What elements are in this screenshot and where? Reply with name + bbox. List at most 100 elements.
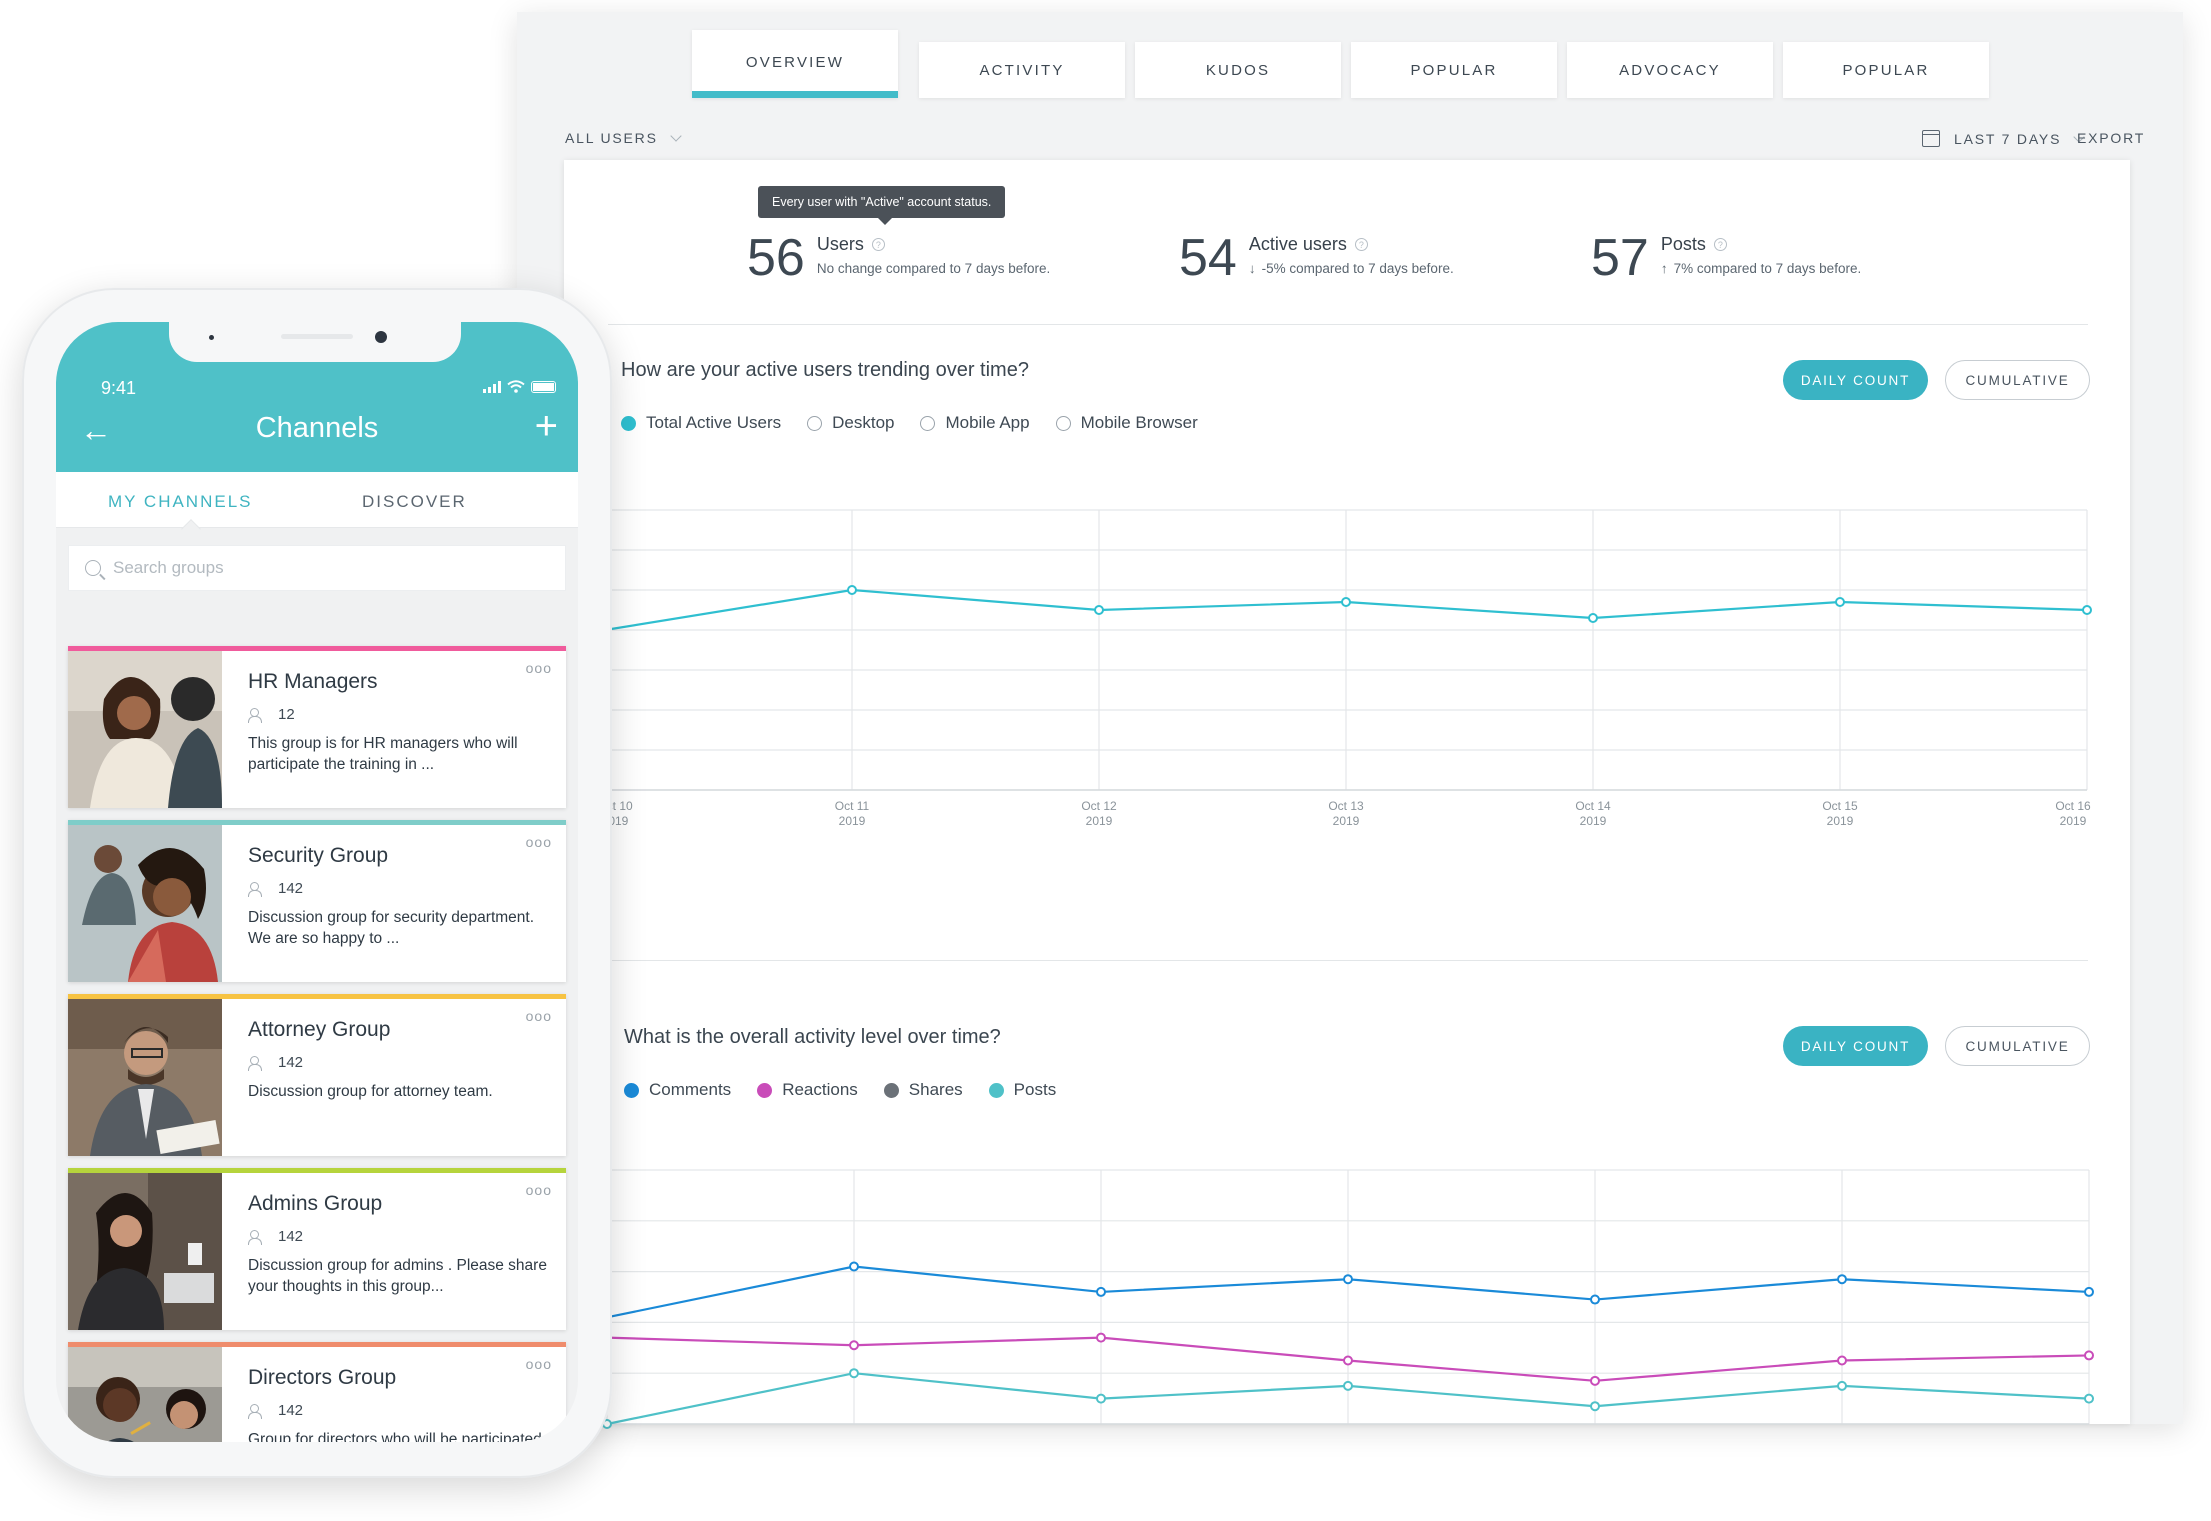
legend-dot-icon bbox=[988, 1082, 1004, 1098]
group-photo bbox=[68, 825, 222, 982]
legend-label: Posts bbox=[1013, 1080, 1057, 1099]
card-body: Attorney Group 142 Discussion group for … bbox=[248, 1018, 548, 1102]
stat-label: Posts bbox=[1660, 234, 1706, 254]
legend-shares[interactable]: Shares bbox=[883, 1080, 963, 1100]
data-point bbox=[1837, 1380, 1847, 1391]
group-name: Security Group bbox=[248, 844, 389, 867]
channel-tabs: MY CHANNELS DISCOVER bbox=[56, 472, 578, 528]
legend-mobile-browser[interactable]: Mobile Browser bbox=[1055, 413, 1198, 433]
tab-activity[interactable]: ACTIVITY bbox=[919, 42, 1125, 98]
legend-reactions[interactable]: Reactions bbox=[757, 1080, 858, 1100]
stat-label: Users bbox=[816, 234, 864, 254]
add-channel-icon[interactable]: + bbox=[534, 404, 558, 448]
card-color-stripe bbox=[68, 1168, 566, 1173]
app-title: Channels bbox=[255, 412, 379, 444]
data-point bbox=[849, 1368, 859, 1379]
group-description: Group for directors who will be particip… bbox=[248, 1431, 542, 1442]
speaker-grille bbox=[281, 334, 353, 339]
more-options-icon[interactable]: ooo bbox=[525, 1008, 552, 1024]
calendar-icon bbox=[1922, 130, 1940, 147]
legend-total-active-users[interactable]: Total Active Users bbox=[621, 413, 781, 433]
data-point bbox=[1837, 1355, 1847, 1366]
daily-count-button[interactable]: DAILY COUNT bbox=[1783, 1026, 1928, 1066]
group-photo bbox=[68, 999, 222, 1156]
chart1-title: How are your active users trending over … bbox=[621, 359, 1029, 381]
data-point bbox=[849, 1340, 859, 1351]
group-card-security[interactable]: ooo Security Group 142 Discussion group … bbox=[68, 820, 566, 982]
help-icon[interactable]: ? bbox=[1354, 238, 1368, 251]
member-row: 12 bbox=[248, 706, 548, 723]
cumulative-button[interactable]: CUMULATIVE bbox=[1945, 360, 2090, 400]
legend-dot-icon bbox=[624, 1082, 639, 1098]
date-range-dropdown[interactable]: LAST 7 DAYS bbox=[1922, 130, 2085, 147]
legend-dot-icon bbox=[757, 1082, 773, 1098]
x-tick-label: Oct 16 2019 bbox=[2055, 799, 2091, 828]
members-icon bbox=[248, 1403, 268, 1419]
data-point bbox=[2084, 1350, 2094, 1361]
group-card-attorney[interactable]: ooo Attorney Group 142 Discussion group … bbox=[68, 994, 566, 1156]
more-options-icon[interactable]: ooo bbox=[525, 834, 552, 850]
export-button[interactable]: EXPORT bbox=[2077, 130, 2145, 146]
data-point bbox=[1590, 1401, 1600, 1412]
data-point bbox=[1835, 597, 1845, 607]
status-time: 9:41 bbox=[101, 378, 137, 398]
search-input[interactable] bbox=[111, 557, 541, 579]
sensor-dot bbox=[209, 335, 214, 340]
legend-posts[interactable]: Posts bbox=[988, 1080, 1057, 1100]
daily-count-button[interactable]: DAILY COUNT bbox=[1783, 360, 1928, 400]
group-name: Directors Group bbox=[248, 1366, 397, 1389]
phone-notch bbox=[169, 322, 461, 362]
cumulative-button[interactable]: CUMULATIVE bbox=[1945, 1026, 2090, 1066]
users-tooltip: Every user with "Active" account status. bbox=[758, 186, 1006, 225]
search-icon bbox=[85, 560, 101, 576]
group-photo bbox=[68, 1347, 222, 1442]
tab-popular-2[interactable]: POPULAR bbox=[1783, 42, 1989, 98]
legend-comments[interactable]: Comments bbox=[624, 1080, 731, 1100]
member-count: 142 bbox=[278, 1228, 304, 1245]
camera-icon bbox=[375, 331, 387, 343]
radio-selected-icon bbox=[621, 415, 636, 431]
user-filter-dropdown[interactable]: ALL USERS bbox=[565, 130, 682, 146]
data-point bbox=[1590, 1375, 1600, 1386]
group-card-directors[interactable]: ooo Directors Group 142 Group for direct… bbox=[68, 1342, 566, 1442]
data-point bbox=[1590, 1294, 1600, 1305]
data-point bbox=[1837, 1274, 1847, 1285]
mobile-phone-mockup: 9:41 ← Channels + MY CHANNELS DISCOVER bbox=[22, 288, 612, 1478]
more-options-icon[interactable]: ooo bbox=[525, 1356, 552, 1372]
group-name: Attorney Group bbox=[248, 1018, 391, 1041]
filter-bar: ALL USERS LAST 7 DAYS EXPORT bbox=[565, 120, 2145, 160]
member-row: 142 bbox=[248, 1228, 548, 1245]
help-icon[interactable]: ? bbox=[871, 238, 885, 251]
tab-popular[interactable]: POPULAR bbox=[1351, 42, 1557, 98]
data-point bbox=[1096, 1286, 1106, 1297]
help-icon[interactable]: ? bbox=[1713, 238, 1727, 251]
card-body: Admins Group 142 Discussion group for ad… bbox=[248, 1192, 548, 1297]
data-point bbox=[847, 585, 857, 595]
x-tick-label: Oct 12 2019 bbox=[1081, 799, 1117, 828]
tab-advocacy[interactable]: ADVOCACY bbox=[1567, 42, 1773, 98]
tab-kudos[interactable]: KUDOS bbox=[1135, 42, 1341, 98]
member-row: 142 bbox=[248, 1054, 548, 1071]
stat-change: No change compared to 7 days before. bbox=[816, 261, 1051, 276]
members-icon bbox=[248, 1055, 268, 1071]
chart1-legend: Total Active Users Desktop Mobile App Mo… bbox=[621, 413, 1198, 433]
more-options-icon[interactable]: ooo bbox=[525, 1182, 552, 1198]
legend-desktop[interactable]: Desktop bbox=[807, 413, 894, 433]
tab-overview[interactable]: OVERVIEW bbox=[692, 30, 898, 98]
tab-discover[interactable]: DISCOVER bbox=[362, 492, 467, 511]
stat-users: 56 Users? No change compared to 7 days b… bbox=[747, 232, 1050, 284]
battery-icon bbox=[531, 381, 556, 393]
tab-label: OVERVIEW bbox=[745, 54, 845, 71]
card-body: HR Managers 12 This group is for HR mana… bbox=[248, 670, 548, 775]
tab-label: POPULAR bbox=[1410, 61, 1498, 79]
wifi-icon bbox=[507, 380, 525, 393]
data-point bbox=[2084, 1286, 2094, 1297]
group-card-admins[interactable]: ooo Admins Group 142 Discussion group fo… bbox=[68, 1168, 566, 1330]
more-options-icon[interactable]: ooo bbox=[525, 660, 552, 676]
legend-mobile-app[interactable]: Mobile App bbox=[920, 413, 1030, 433]
tab-my-channels[interactable]: MY CHANNELS bbox=[108, 492, 253, 511]
member-row: 142 bbox=[248, 1402, 548, 1419]
data-point bbox=[849, 1261, 859, 1272]
back-arrow-icon[interactable]: ← bbox=[80, 412, 112, 448]
group-card-hr-managers[interactable]: ooo HR Managers 12 This group is for HR … bbox=[68, 646, 566, 808]
